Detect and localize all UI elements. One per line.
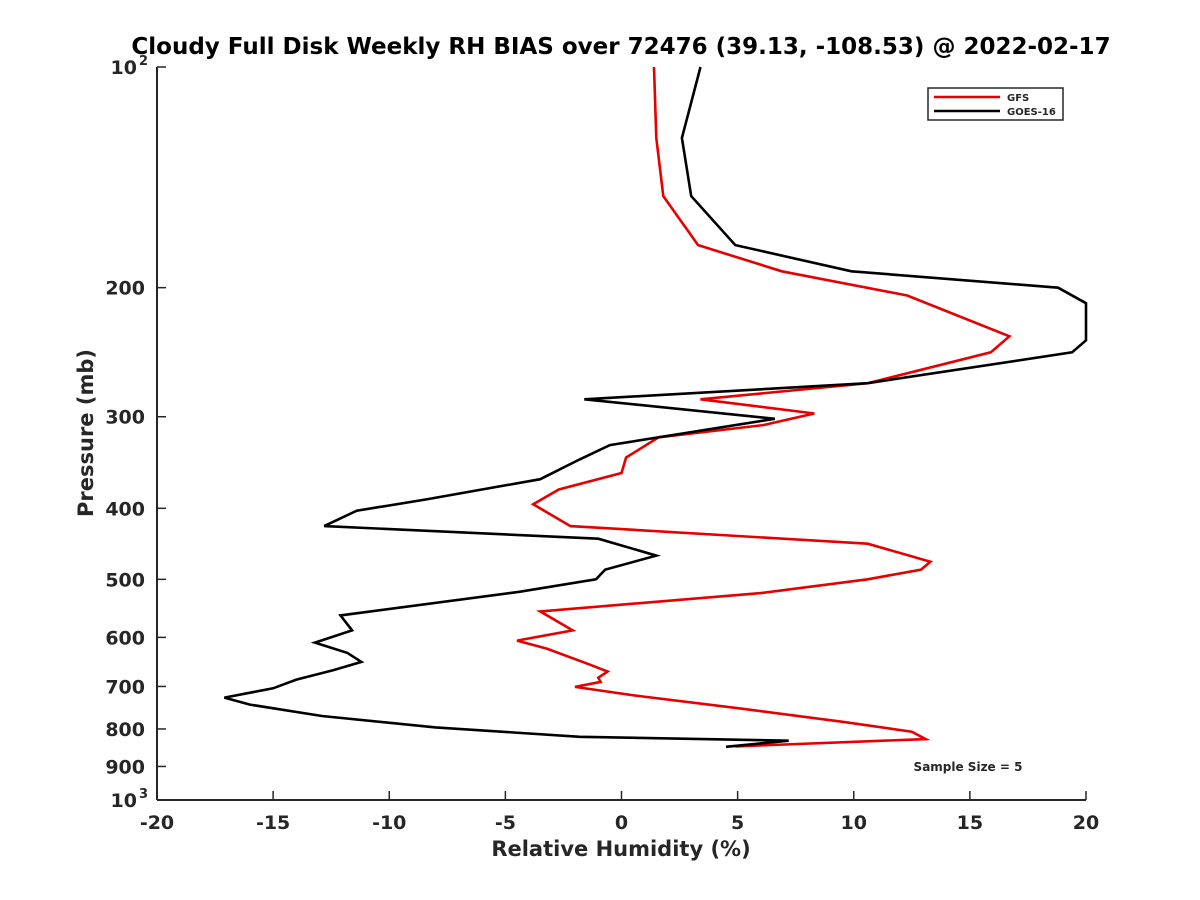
plot-area [156, 66, 1088, 801]
y-tick-label: 500 [105, 569, 145, 591]
y-tick-label: 900 [105, 756, 145, 778]
x-tick-label: -15 [256, 812, 290, 834]
x-tick-label: 0 [615, 812, 628, 834]
x-tick-label: 15 [957, 812, 983, 834]
y-tick-label: 10 [111, 57, 137, 79]
sample-size-annotation: Sample Size = 5 [914, 760, 1023, 774]
x-tick-label: -10 [372, 812, 406, 834]
y-tick-label: 300 [105, 407, 145, 429]
y-tick-label: 600 [105, 627, 145, 649]
y-axis-label: Pressure (mb) [74, 349, 98, 517]
series-line-gfs [516, 66, 1012, 748]
y-tick-label: 10 [111, 790, 137, 812]
chart-title: Cloudy Full Disk Weekly RH BIAS over 724… [131, 34, 1110, 60]
x-tick-label: -20 [140, 812, 174, 834]
x-axis-ticks: -20 -15 -10 -5 0 5 10 15 20 [140, 791, 1099, 834]
x-axis-label: Relative Humidity (%) [491, 837, 750, 861]
axes-box [157, 67, 1086, 800]
y-tick-label: 200 [105, 278, 145, 300]
y-tick-exponent: 3 [139, 787, 148, 802]
series-line-goes-16 [224, 66, 1088, 749]
legend-box [927, 87, 1064, 121]
x-tick-label: 20 [1073, 812, 1099, 834]
legend-label: GOES-16 [1007, 107, 1056, 118]
y-tick-label: 400 [105, 498, 145, 520]
x-tick-label: -5 [495, 812, 516, 834]
y-tick-label: 800 [105, 719, 145, 741]
x-tick-label: 5 [731, 812, 744, 834]
y-tick-label: 700 [105, 676, 145, 698]
x-tick-label: 10 [841, 812, 867, 834]
y-tick-exponent: 2 [139, 54, 148, 69]
series-lines [224, 66, 1088, 749]
legend-label: GFS [1007, 93, 1029, 104]
chart-legend: GFS GOES-16 [927, 87, 1064, 121]
